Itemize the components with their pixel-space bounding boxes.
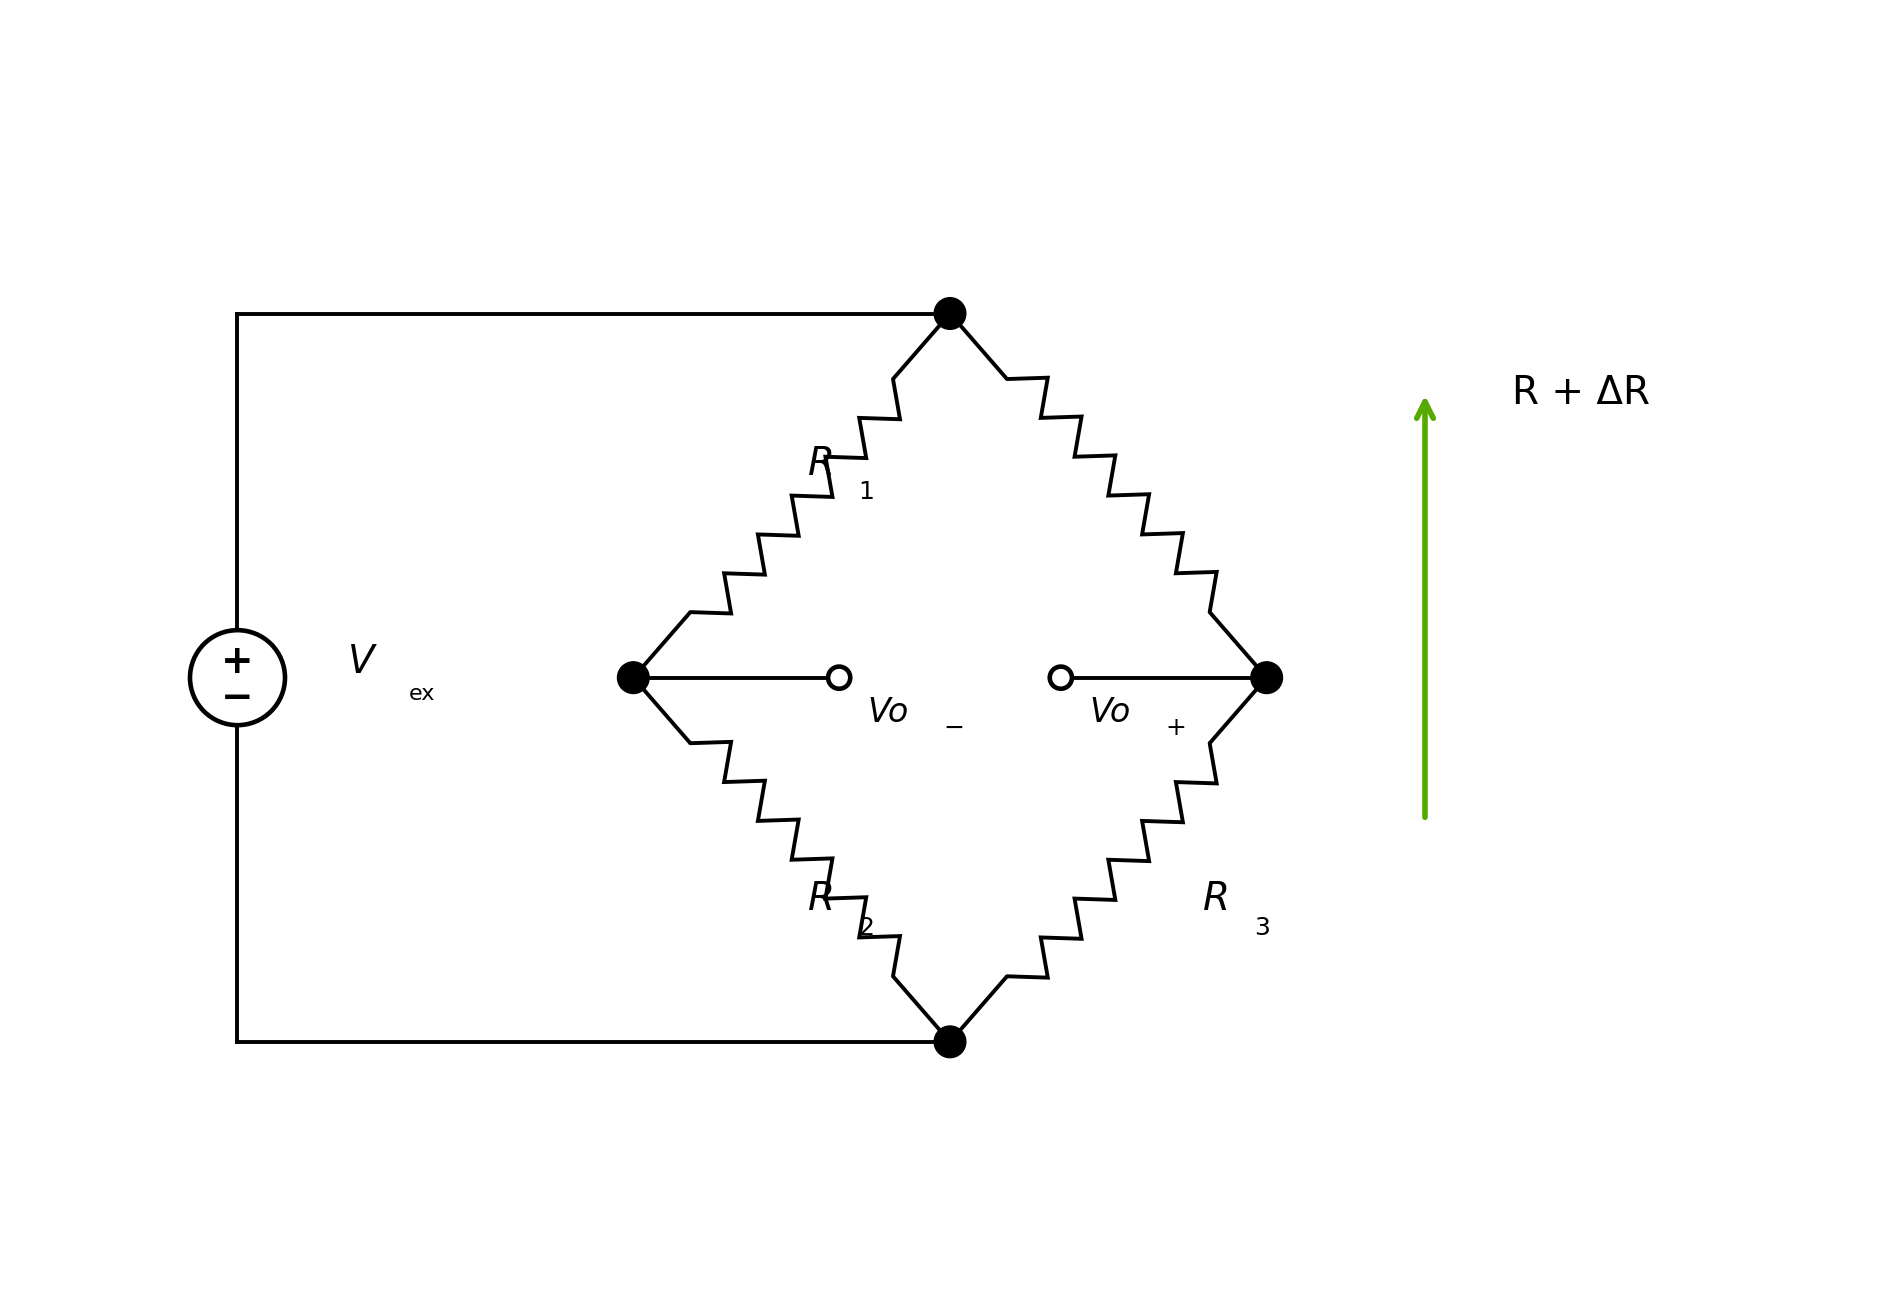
Text: R: R	[808, 880, 834, 919]
Text: 3: 3	[1254, 916, 1269, 939]
Circle shape	[190, 630, 285, 725]
Text: R: R	[808, 444, 834, 483]
Text: R: R	[1203, 880, 1231, 919]
Circle shape	[618, 662, 650, 694]
Circle shape	[1250, 662, 1282, 694]
Text: −: −	[220, 680, 255, 717]
Text: ex: ex	[408, 683, 435, 704]
Text: +: +	[220, 643, 255, 681]
Text: −: −	[944, 716, 965, 740]
Text: 1: 1	[859, 481, 874, 504]
Text: +: +	[1165, 716, 1186, 740]
Text: R + ΔR: R + ΔR	[1512, 373, 1649, 412]
Text: Vo: Vo	[868, 696, 908, 729]
Circle shape	[828, 667, 849, 689]
Circle shape	[935, 297, 965, 329]
Circle shape	[935, 1026, 965, 1058]
Text: V: V	[348, 643, 374, 681]
Text: Vo: Vo	[1089, 696, 1130, 729]
Text: 2: 2	[859, 916, 874, 939]
Circle shape	[1049, 667, 1072, 689]
